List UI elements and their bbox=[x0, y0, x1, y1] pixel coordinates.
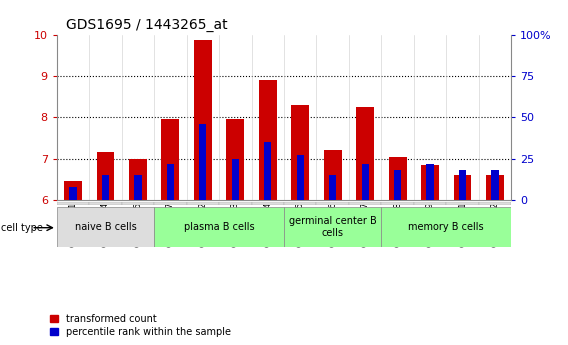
Bar bbox=[284, 207, 381, 247]
Bar bbox=[264, 142, 272, 200]
Bar bbox=[491, 170, 499, 200]
Bar bbox=[154, 202, 187, 205]
Bar bbox=[252, 202, 284, 205]
Bar bbox=[259, 80, 277, 200]
Bar bbox=[427, 164, 433, 200]
Bar bbox=[446, 202, 479, 205]
Bar bbox=[102, 175, 109, 200]
Bar bbox=[122, 202, 154, 205]
Bar bbox=[64, 181, 82, 200]
Text: naive B cells: naive B cells bbox=[74, 222, 136, 232]
Bar bbox=[381, 202, 414, 205]
Bar bbox=[194, 40, 212, 200]
Text: cell type: cell type bbox=[1, 223, 43, 233]
Bar bbox=[161, 119, 179, 200]
Bar bbox=[89, 202, 122, 205]
Bar bbox=[296, 155, 304, 200]
Bar bbox=[291, 105, 309, 200]
Bar bbox=[486, 175, 504, 200]
Bar bbox=[69, 187, 77, 200]
Bar bbox=[129, 159, 147, 200]
Bar bbox=[316, 202, 349, 205]
Bar bbox=[167, 164, 174, 200]
Bar bbox=[227, 119, 244, 200]
Bar bbox=[232, 159, 239, 200]
Bar bbox=[362, 164, 369, 200]
Bar bbox=[57, 202, 89, 205]
Bar bbox=[284, 202, 316, 205]
Text: GDS1695 / 1443265_at: GDS1695 / 1443265_at bbox=[66, 18, 228, 32]
Bar bbox=[154, 207, 284, 247]
Bar bbox=[389, 157, 407, 200]
Bar bbox=[187, 202, 219, 205]
Bar bbox=[421, 165, 439, 200]
Bar bbox=[394, 170, 401, 200]
Bar bbox=[459, 170, 466, 200]
Bar bbox=[219, 202, 252, 205]
Legend: transformed count, percentile rank within the sample: transformed count, percentile rank withi… bbox=[51, 314, 231, 337]
Text: germinal center B
cells: germinal center B cells bbox=[289, 216, 377, 238]
Bar bbox=[454, 175, 471, 200]
Bar bbox=[356, 107, 374, 200]
Bar bbox=[97, 152, 114, 200]
Bar bbox=[349, 202, 381, 205]
Bar bbox=[329, 175, 336, 200]
Bar bbox=[414, 202, 446, 205]
Bar bbox=[57, 207, 154, 247]
Bar bbox=[199, 124, 206, 200]
Bar bbox=[324, 150, 341, 200]
Text: memory B cells: memory B cells bbox=[408, 222, 484, 232]
Bar bbox=[135, 175, 141, 200]
Text: plasma B cells: plasma B cells bbox=[184, 222, 254, 232]
Bar bbox=[381, 207, 511, 247]
Bar bbox=[479, 202, 511, 205]
